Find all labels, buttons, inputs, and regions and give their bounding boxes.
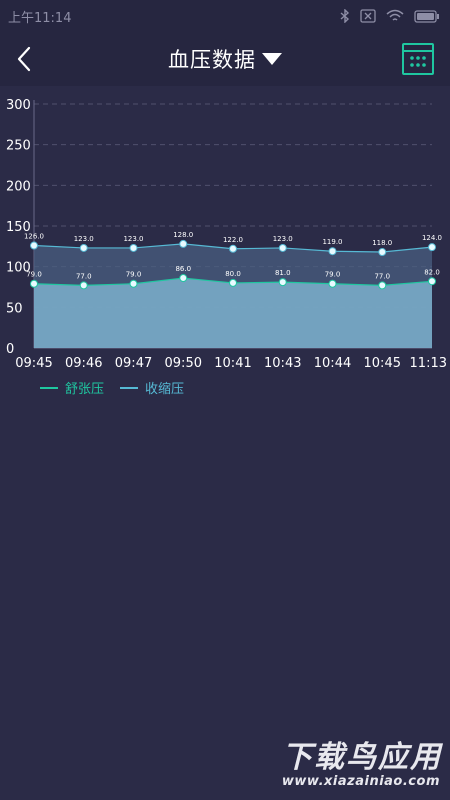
systolic-point-3 — [179, 239, 188, 248]
x-tick-label-5: 10:43 — [264, 356, 301, 371]
x-tick-label-3: 09:50 — [165, 356, 202, 371]
systolic-point-6 — [328, 247, 337, 256]
legend-label-systolic: 收缩压 — [145, 382, 185, 397]
y-tick-label-4: 200 — [6, 179, 31, 194]
wifi-icon — [386, 9, 404, 21]
y-tick-label-1: 50 — [6, 301, 23, 316]
systolic-value-label-8: 124.0 — [422, 234, 442, 242]
watermark-title: 下载鸟应用 — [282, 740, 442, 775]
systolic-value-label-5: 123.0 — [273, 235, 293, 243]
legend-swatch-diastolic — [40, 386, 58, 389]
diastolic-value-label-0: 79.0 — [26, 271, 42, 279]
systolic-value-label-6: 119.0 — [322, 238, 342, 246]
systolic-value-label-7: 118.0 — [372, 239, 392, 247]
diastolic-value-label-1: 77.0 — [76, 272, 92, 280]
diastolic-value-label-3: 86.0 — [175, 265, 191, 273]
chevron-left-icon — [17, 46, 31, 72]
chart-legend: 舒张压 收缩压 — [40, 378, 184, 397]
battery-icon — [414, 9, 439, 23]
y-tick-label-3: 150 — [6, 220, 31, 235]
blood-pressure-chart: 0 50 100 150 200 250 300 126.0 123.0 123.0 128.0 12… — [6, 98, 447, 371]
systolic-point-7 — [378, 248, 387, 257]
systolic-point-1 — [79, 243, 88, 252]
systolic-value-label-1: 123.0 — [74, 235, 94, 243]
diastolic-point-7 — [378, 281, 387, 290]
diastolic-value-label-8: 82.0 — [424, 268, 440, 276]
diastolic-point-5 — [278, 278, 287, 287]
diastolic-value-label-5: 81.0 — [275, 269, 291, 277]
status-icons — [340, 5, 440, 27]
x-tick-label-0: 09:45 — [15, 356, 52, 371]
systolic-value-label-4: 122.0 — [223, 236, 243, 244]
app-header: 血压数据 — [0, 32, 450, 86]
calendar-icon — [402, 43, 434, 75]
status-time: 上午11:14 — [8, 11, 72, 26]
systolic-value-label-2: 123.0 — [123, 235, 143, 243]
diastolic-area — [34, 278, 432, 348]
systolic-point-2 — [129, 243, 138, 252]
y-tick-label-5: 250 — [6, 139, 31, 154]
y-tick-label-6: 300 — [6, 98, 31, 113]
legend-label-diastolic: 舒张压 — [65, 382, 105, 397]
systolic-point-0 — [30, 241, 38, 250]
diastolic-point-4 — [229, 278, 237, 287]
legend-item-systolic: 收缩压 — [120, 378, 184, 397]
x-tick-label-7: 10:45 — [364, 356, 401, 371]
systolic-point-5 — [278, 243, 287, 252]
diastolic-value-label-6: 79.0 — [325, 271, 341, 279]
calendar-button[interactable] — [401, 42, 435, 76]
title-dropdown[interactable]: 血压数据 — [0, 42, 450, 76]
bluetooth-icon — [340, 9, 350, 23]
status-bar: 上午11:14 — [0, 0, 450, 32]
diastolic-point-0 — [30, 279, 38, 288]
back-button[interactable] — [4, 37, 44, 81]
systolic-value-label-0: 126.0 — [24, 233, 44, 241]
diastolic-point-1 — [79, 281, 88, 290]
page-title: 血压数据 — [168, 48, 256, 72]
x-tick-label-6: 10:44 — [314, 356, 351, 371]
x-tick-label-4: 10:41 — [214, 356, 251, 371]
diastolic-value-label-2: 79.0 — [126, 271, 142, 279]
caret-down-icon — [262, 53, 282, 65]
diastolic-point-3 — [179, 274, 188, 283]
diastolic-point-2 — [129, 279, 138, 288]
x-tick-label-2: 09:47 — [115, 356, 152, 371]
x-tick-label-1: 09:46 — [65, 356, 102, 371]
watermark-url: www.xiazainiao.com — [281, 774, 440, 789]
systolic-point-8 — [428, 243, 436, 252]
diastolic-point-6 — [328, 279, 337, 288]
y-tick-label-0: 0 — [6, 342, 14, 357]
legend-swatch-systolic — [120, 386, 139, 389]
no-sim-icon — [360, 9, 376, 23]
x-tick-label-8: 11:13 — [410, 356, 447, 371]
systolic-value-label-3: 128.0 — [173, 231, 193, 239]
diastolic-value-label-7: 77.0 — [374, 272, 390, 280]
systolic-point-4 — [229, 244, 237, 253]
diastolic-value-label-4: 80.0 — [225, 270, 241, 278]
watermark: 下载鸟应用 www.xiazainiao.com — [264, 732, 444, 794]
legend-item-diastolic: 舒张压 — [40, 378, 104, 397]
y-tick-label-2: 100 — [6, 261, 31, 276]
diastolic-point-8 — [428, 277, 436, 286]
